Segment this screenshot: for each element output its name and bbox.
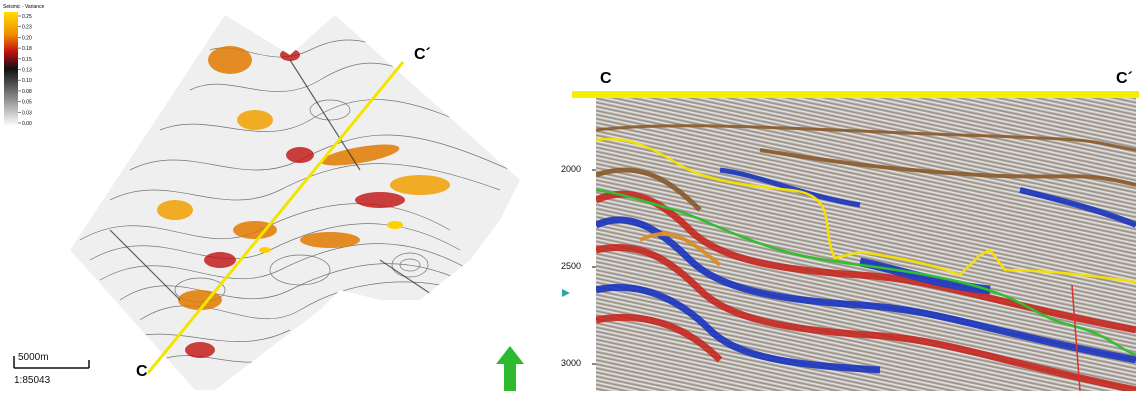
map-survey-area — [70, 15, 520, 390]
legend-tick-label: 0.25 — [22, 14, 32, 20]
section-line — [146, 61, 405, 374]
legend-tick-label: 0.10 — [22, 78, 32, 84]
legend-tick-label: 0.00 — [22, 121, 32, 127]
seismic-section-panel: C C´ 2000 2500 3000 — [560, 0, 1139, 391]
legend-tick-label: 0.05 — [22, 100, 32, 106]
line-end-label: C´ — [414, 46, 431, 63]
marker-triangle-icon — [562, 289, 570, 297]
legend-tick-label: 0.18 — [22, 46, 32, 52]
legend-tick-label: 0.15 — [22, 57, 32, 63]
fault-line — [1071, 284, 1081, 391]
legend-title: Seismic - Variance — [3, 4, 45, 10]
variance-map: Seismic - Variance 0.250.230.200.180.150… — [3, 4, 524, 391]
legend-tick-label: 0.13 — [22, 68, 32, 74]
seismic-section — [562, 91, 1139, 391]
variance-anomalies — [157, 46, 450, 358]
line-start-label: C — [136, 363, 148, 380]
section-label-right: C´ — [1116, 70, 1133, 87]
section-label-left: C — [600, 70, 612, 87]
section-top-bar — [572, 91, 1139, 98]
green-horizon — [596, 188, 1136, 357]
north-arrow-icon — [496, 346, 524, 391]
seismic-image — [596, 98, 1136, 391]
y-axis-ticks — [592, 169, 596, 365]
yellow-horizon — [596, 137, 1136, 284]
y-tick-2500: 2500 — [561, 261, 582, 271]
legend-tick-label: 0.08 — [22, 89, 32, 95]
scale-ratio: 1:85043 — [14, 375, 51, 386]
y-tick-2000: 2000 — [561, 164, 582, 174]
color-bar — [4, 12, 18, 126]
scale-bar-label: 5000m — [18, 352, 49, 363]
legend-ticks: 0.25 0.23 0.20 0.18 0.15 0.13 0.10 0.08 0.05 0.03… — [18, 14, 32, 127]
y-tick-3000: 3000 — [561, 358, 582, 368]
legend-tick-label: 0.03 — [22, 110, 32, 116]
scale-bar — [13, 356, 90, 369]
legend-tick-label: 0.23 — [22, 25, 32, 31]
variance-map-panel: Seismic - Variance 0.25 0.23 0.20 0.18 0.15 0… — [0, 0, 545, 391]
legend-tick-label: 0.20 — [22, 35, 32, 41]
